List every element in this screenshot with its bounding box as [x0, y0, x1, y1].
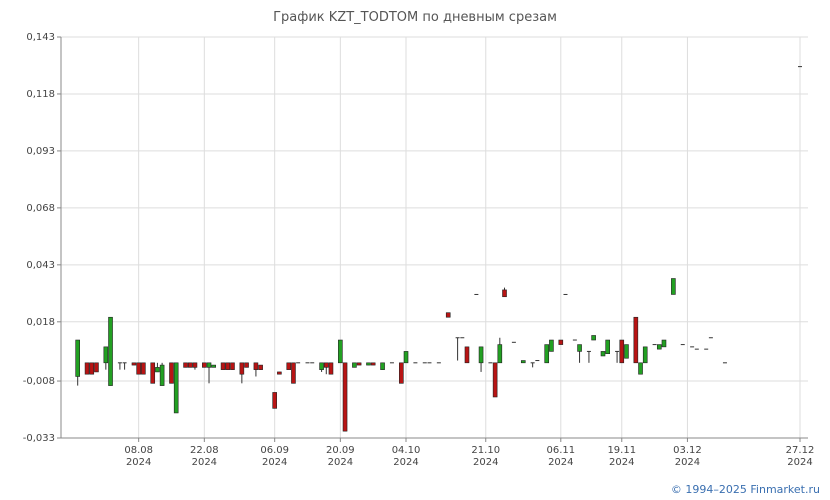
candle-body	[403, 351, 409, 364]
candle-body	[202, 362, 207, 368]
x-tick-label-date: 03.12	[673, 445, 702, 456]
candle-body	[169, 362, 174, 384]
x-tick-label-date: 06.09	[260, 445, 289, 456]
x-tick-label-date: 20.09	[326, 445, 355, 456]
candle-body	[131, 362, 137, 366]
x-tick-label-date: 06.11	[546, 445, 575, 456]
x-tick-label-year: 2024	[328, 457, 353, 468]
candle-body	[549, 339, 554, 352]
candle-body	[338, 339, 343, 364]
candle-body	[520, 360, 526, 364]
candle-body	[478, 346, 484, 364]
candle-body	[577, 344, 582, 352]
candle-layer	[75, 66, 802, 432]
candle-body	[366, 362, 371, 366]
candle-body	[328, 362, 334, 375]
y-tick-label: 0,118	[26, 89, 55, 100]
candle-body	[89, 362, 95, 375]
candle-body	[352, 362, 357, 368]
candle-body	[187, 362, 193, 368]
candle-body	[671, 278, 676, 295]
x-tick-label-year: 2024	[262, 457, 287, 468]
y-tick-label: 0,018	[26, 317, 55, 328]
candle-body	[642, 346, 648, 364]
candle-body	[605, 339, 610, 354]
candle-body	[502, 289, 507, 298]
x-tick-label-year: 2024	[192, 457, 217, 468]
candle-body	[323, 362, 329, 368]
x-tick-label-date: 27.12	[786, 445, 815, 456]
candle-body	[380, 362, 385, 370]
candle-body	[253, 362, 259, 370]
candle-body	[399, 362, 404, 384]
candle-body	[619, 339, 625, 364]
x-tick-label-date: 19.11	[607, 445, 636, 456]
candle-body	[638, 362, 643, 375]
x-tick-label-date: 21.10	[471, 445, 500, 456]
candle-body	[141, 362, 146, 375]
candle-body	[258, 364, 263, 370]
x-tick-label-year: 2024	[787, 457, 812, 468]
grid-layer	[61, 36, 808, 439]
y-tick-label: 0,093	[26, 146, 55, 157]
candle-body	[356, 362, 362, 366]
candle-body	[220, 362, 226, 370]
candle-body	[244, 362, 249, 368]
candle-body	[624, 344, 629, 359]
x-tick-label-year: 2024	[675, 457, 700, 468]
candle-body	[155, 367, 160, 373]
candle-body	[94, 362, 99, 373]
chart-title: График KZT_TODTOM по дневным срезам	[273, 10, 557, 25]
candle-body	[633, 316, 639, 364]
candle-body	[656, 344, 662, 350]
candle-body	[108, 316, 113, 386]
candle-body	[272, 392, 277, 409]
x-tick-label-year: 2024	[473, 457, 498, 468]
candle-body	[544, 344, 550, 364]
candle-body	[370, 362, 376, 366]
x-tick-label-year: 2024	[393, 457, 418, 468]
candle-body	[591, 335, 596, 341]
candle-body	[183, 362, 188, 368]
y-tick-label: 0,043	[26, 260, 55, 271]
candle-body	[150, 362, 156, 384]
candle-body	[239, 362, 245, 375]
x-tick-label-year: 2024	[609, 457, 634, 468]
candle-body	[225, 362, 231, 370]
candle-body	[558, 339, 564, 345]
y-tick-label: -0,033	[23, 433, 55, 444]
candle-body	[211, 364, 217, 368]
candle-body	[75, 339, 80, 377]
candle-body	[173, 362, 179, 414]
candle-body	[342, 362, 348, 432]
candle-body	[661, 339, 667, 348]
axis-layer: 0,143 0,118 0,093 0,068 0,043 0,018 -0,008 -0,0…	[23, 32, 815, 468]
y-tick-label: -0,008	[23, 376, 55, 387]
candle-body	[277, 371, 282, 375]
candle-body	[192, 362, 198, 368]
x-tick-label-date: 08.08	[124, 445, 153, 456]
y-tick-label: 0,068	[26, 203, 55, 214]
candle-body	[84, 362, 90, 375]
x-tick-label-year: 2024	[548, 457, 573, 468]
candle-body	[230, 362, 235, 370]
candle-body	[136, 362, 141, 375]
candle-body	[319, 362, 324, 370]
candle-body	[286, 362, 292, 370]
x-tick-label-year: 2024	[126, 457, 151, 468]
candle-body	[464, 346, 470, 364]
candle-body	[492, 362, 498, 398]
candle-body	[291, 362, 296, 384]
candle-body	[103, 346, 109, 364]
candle-body	[206, 362, 212, 368]
candle-body	[445, 312, 451, 318]
candle-body	[497, 344, 503, 364]
candle-body	[600, 351, 606, 357]
x-tick-label-date: 04.10	[392, 445, 421, 456]
candle-body	[159, 364, 165, 386]
x-tick-label-date: 22.08	[190, 445, 219, 456]
y-tick-label: 0,143	[26, 32, 55, 43]
copyright-link[interactable]: © 1994–2025 Finmarket.ru	[670, 483, 820, 496]
